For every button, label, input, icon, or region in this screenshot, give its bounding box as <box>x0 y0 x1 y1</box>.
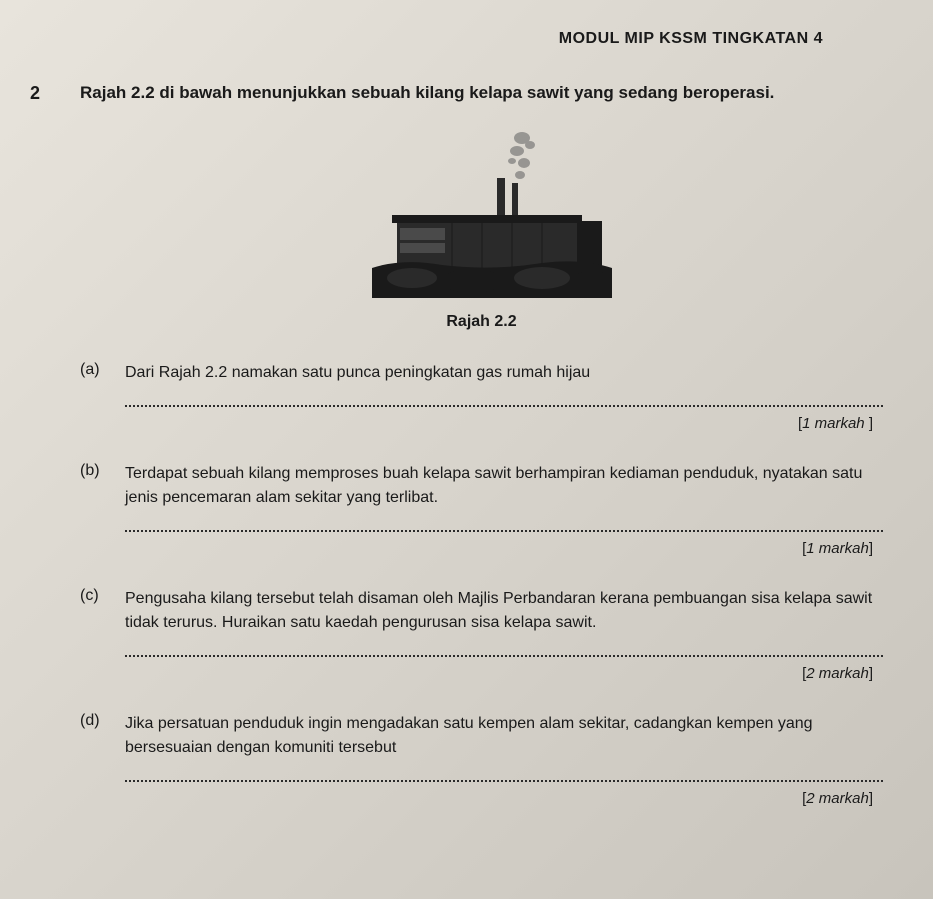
answer-line <box>125 405 883 407</box>
sub-question-text: Dari Rajah 2.2 namakan satu punca pening… <box>125 361 883 385</box>
sub-question: (d) Jika persatuan penduduk ingin mengada… <box>80 712 883 807</box>
sub-questions-container: (a) Dari Rajah 2.2 namakan satu punca pen… <box>80 361 883 807</box>
sub-question-content: Jika persatuan penduduk ingin mengadakan… <box>125 712 883 807</box>
factory-illustration <box>342 123 622 303</box>
figure-caption: Rajah 2.2 <box>80 313 883 331</box>
sub-question-label: (d) <box>80 712 110 807</box>
sub-question-label: (a) <box>80 361 110 432</box>
answer-line <box>125 655 883 657</box>
question-container: 2 Rajah 2.2 di bawah menunjukkan sebuah … <box>30 83 883 807</box>
sub-question-text: Terdapat sebuah kilang memproses buah ke… <box>125 462 883 510</box>
marks-label: 1 markah <box>125 415 883 432</box>
marks-label: 2 markah <box>125 790 883 807</box>
marks-label: 1 markah <box>125 540 883 557</box>
sub-question: (a) Dari Rajah 2.2 namakan satu punca pen… <box>80 361 883 432</box>
question-number: 2 <box>30 83 50 807</box>
marks-label: 2 markah <box>125 665 883 682</box>
question-intro: Rajah 2.2 di bawah menunjukkan sebuah ki… <box>80 83 883 103</box>
answer-line <box>125 780 883 782</box>
sub-question: (c) Pengusaha kilang tersebut telah disam… <box>80 587 883 682</box>
sub-question-content: Pengusaha kilang tersebut telah disaman … <box>125 587 883 682</box>
sub-question-label: (b) <box>80 462 110 557</box>
module-header: MODUL MIP KSSM TINGKATAN 4 <box>30 30 883 48</box>
module-title: MODUL MIP KSSM TINGKATAN 4 <box>559 30 823 47</box>
factory-svg <box>342 123 622 303</box>
figure-container: Rajah 2.2 <box>80 123 883 331</box>
sub-question-label: (c) <box>80 587 110 682</box>
sub-question: (b) Terdapat sebuah kilang memproses buah… <box>80 462 883 557</box>
question-body: Rajah 2.2 di bawah menunjukkan sebuah ki… <box>80 83 883 807</box>
answer-line <box>125 530 883 532</box>
sub-question-text: Jika persatuan penduduk ingin mengadakan… <box>125 712 883 760</box>
sub-question-content: Terdapat sebuah kilang memproses buah ke… <box>125 462 883 557</box>
sub-question-content: Dari Rajah 2.2 namakan satu punca pening… <box>125 361 883 432</box>
sub-question-text: Pengusaha kilang tersebut telah disaman … <box>125 587 883 635</box>
